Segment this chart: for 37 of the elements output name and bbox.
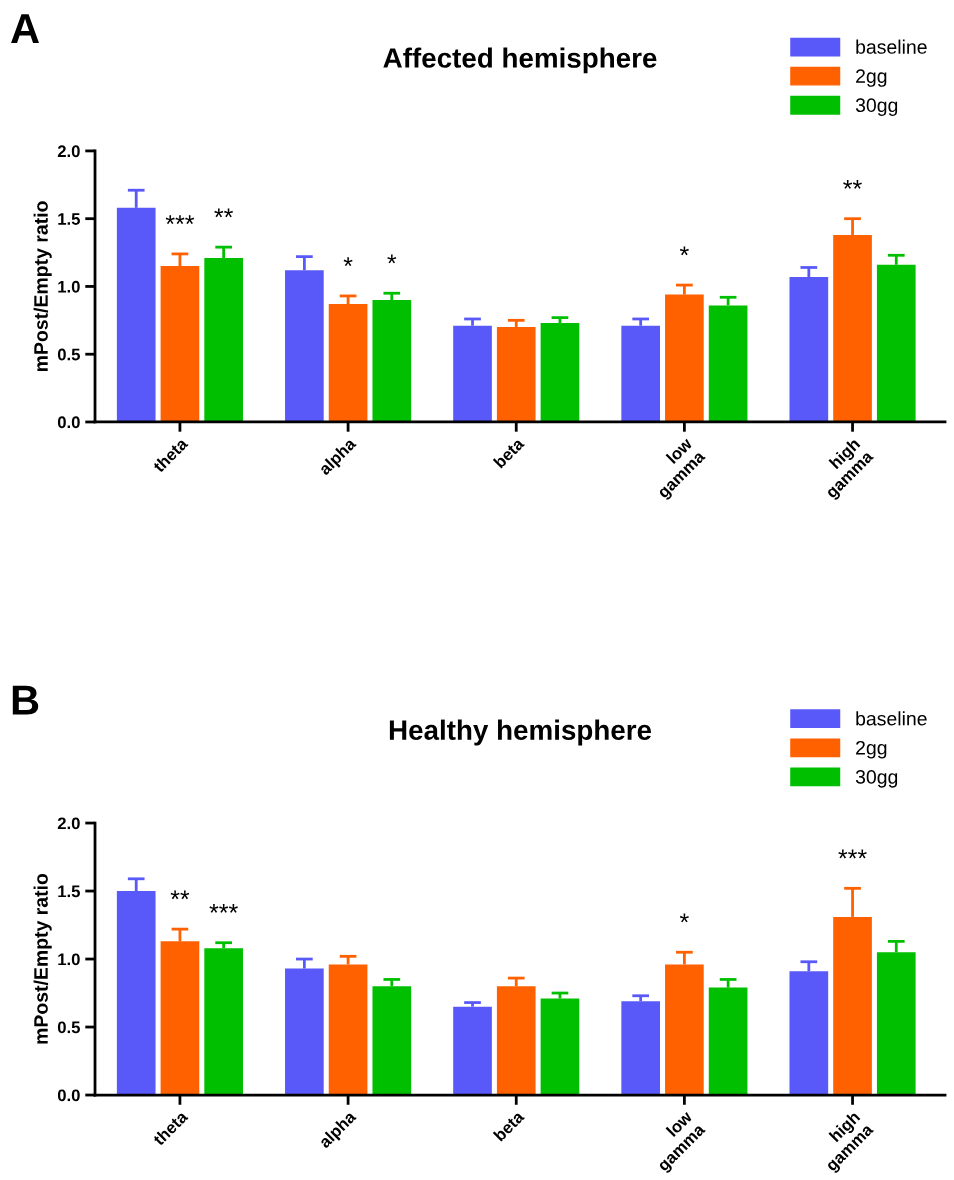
text: A — [11, 14, 40, 43]
data-label: * — [679, 913, 689, 923]
legend-label: 30gg — [855, 98, 898, 116]
data-label: * — [679, 246, 689, 256]
y-tick-label: 0.5 — [57, 1021, 80, 1034]
bar — [453, 1006, 492, 1096]
legend-label: baseline — [856, 39, 927, 54]
data-label: *** — [209, 904, 238, 913]
chart-title: Healthy hemisphere — [389, 719, 652, 746]
data-label: *** — [165, 215, 195, 225]
text: B — [12, 685, 39, 715]
y-axis-title: mPost/Empty ratio — [33, 201, 52, 372]
y-tick-label: 1.0 — [58, 953, 80, 966]
data-label: * — [343, 257, 353, 267]
y-tick-label: 1.5 — [58, 213, 80, 225]
data-label: ** — [843, 180, 862, 189]
chart-title: Affected hemisphere — [383, 47, 657, 74]
legend-label: baseline — [856, 711, 927, 726]
legend-label: 2gg — [856, 740, 887, 759]
y-tick-label: 2.0 — [57, 817, 80, 830]
legend-label: 30gg — [855, 770, 898, 788]
data-label: ** — [170, 890, 190, 900]
bar — [540, 323, 580, 422]
y-tick-label: 2.0 — [57, 145, 80, 158]
bar — [540, 998, 580, 1096]
y-tick-label: 1.0 — [58, 280, 80, 293]
bar — [204, 948, 243, 1096]
y-axis-title: mPost/Empty ratio — [33, 873, 52, 1044]
bar — [621, 1001, 661, 1096]
legend-label: 2gg — [856, 69, 887, 87]
y-tick-label: 0.5 — [57, 348, 80, 361]
data-label: ** — [214, 208, 233, 218]
y-tick-label: 0.0 — [57, 416, 80, 429]
data-label: *** — [838, 849, 867, 859]
data-label: * — [387, 254, 397, 264]
y-tick-label: 0.0 — [57, 1089, 80, 1102]
y-tick-label: 1.5 — [58, 885, 80, 898]
